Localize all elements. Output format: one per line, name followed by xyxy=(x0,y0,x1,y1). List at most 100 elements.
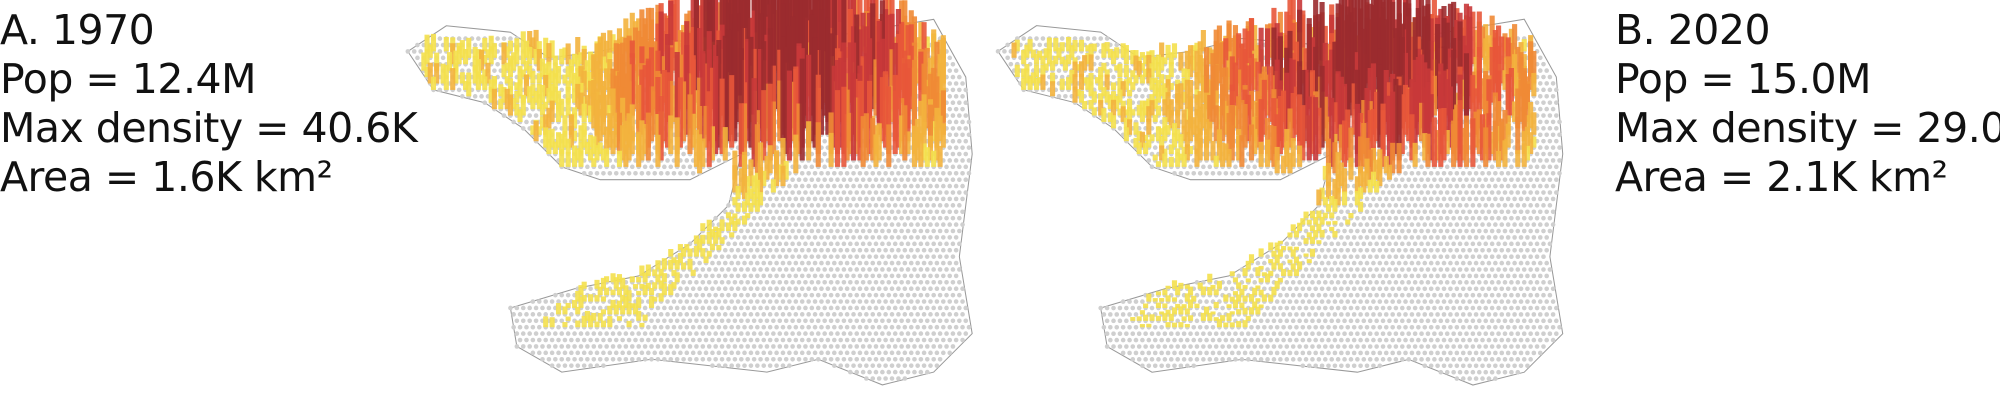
land-dot xyxy=(934,337,940,343)
land-dot xyxy=(694,356,699,362)
land-dot xyxy=(937,356,943,362)
land-dot xyxy=(806,209,811,215)
land-dot xyxy=(876,337,882,343)
land-dot xyxy=(726,344,731,349)
land-dot xyxy=(924,203,930,208)
land-dot xyxy=(854,228,860,234)
land-dot xyxy=(620,170,625,176)
land-dot xyxy=(745,292,751,298)
land-dot xyxy=(646,324,651,330)
land-dot xyxy=(716,158,722,163)
land-dot xyxy=(767,209,773,215)
land-dot xyxy=(732,331,738,336)
land-dot xyxy=(886,267,892,272)
land-dot xyxy=(1056,68,1062,73)
land-dot xyxy=(646,170,651,176)
land-dot xyxy=(787,286,792,292)
land-dot xyxy=(880,331,885,336)
land-dot xyxy=(908,286,914,292)
land-dot xyxy=(950,203,956,208)
land-dot xyxy=(912,292,917,298)
land-dot xyxy=(899,228,904,234)
land-dot xyxy=(947,337,953,343)
land-dot xyxy=(726,241,731,247)
land-dot xyxy=(690,337,696,343)
land-dot xyxy=(556,337,561,343)
land-dot xyxy=(745,254,751,259)
land-dot xyxy=(937,318,943,324)
land-dot xyxy=(681,344,686,349)
land-dot xyxy=(864,324,869,330)
land-dot xyxy=(944,292,949,298)
land-dot xyxy=(761,299,767,304)
land-dot xyxy=(912,228,917,234)
land-dot xyxy=(873,279,879,285)
land-dot xyxy=(947,94,953,99)
land-dot xyxy=(514,318,520,324)
land-dot xyxy=(883,363,888,368)
land-dot xyxy=(947,158,953,163)
land-dot xyxy=(553,356,558,362)
land-dot xyxy=(963,126,969,131)
land-dot xyxy=(796,177,802,183)
land-dot xyxy=(822,203,827,208)
land-dot xyxy=(774,337,779,343)
land-dot xyxy=(915,183,920,189)
land-dot xyxy=(876,312,882,317)
land-dot xyxy=(755,350,760,356)
land-dot xyxy=(793,183,799,189)
land-dot xyxy=(825,222,831,227)
land-dot xyxy=(937,254,943,259)
land-dot xyxy=(719,318,725,324)
land-dot xyxy=(896,247,901,253)
land-dot xyxy=(918,267,924,272)
land-dot xyxy=(629,164,635,170)
land-dot xyxy=(880,356,885,362)
land-dot xyxy=(790,292,795,298)
land-dot xyxy=(941,350,946,356)
land-dot xyxy=(793,235,799,240)
land-dot xyxy=(918,177,924,183)
land-dot xyxy=(771,241,776,247)
land-dot xyxy=(472,42,478,48)
land-dot xyxy=(953,68,959,73)
land-dot xyxy=(867,331,872,336)
land-dot xyxy=(581,350,587,356)
land-dot xyxy=(726,356,731,362)
land-dot xyxy=(953,158,959,163)
land-dot xyxy=(719,331,725,336)
land-dot xyxy=(867,203,872,208)
land-dot xyxy=(873,356,879,362)
land-dot xyxy=(944,318,949,324)
land-dot xyxy=(713,279,718,285)
land-dot xyxy=(854,369,860,375)
land-dot xyxy=(950,164,956,170)
land-dot xyxy=(678,299,683,304)
land-dot xyxy=(941,324,946,330)
land-dot xyxy=(822,254,827,259)
land-dot xyxy=(771,215,776,221)
land-dot xyxy=(886,279,892,285)
land-dot xyxy=(809,305,815,311)
land-dot xyxy=(533,305,539,311)
land-dot xyxy=(867,164,872,170)
land-dot xyxy=(719,279,725,285)
land-dot xyxy=(950,138,956,144)
land-dot xyxy=(953,299,959,304)
land-dot xyxy=(1143,87,1148,93)
land-dot xyxy=(864,312,869,317)
land-dot xyxy=(918,228,924,234)
land-dot xyxy=(629,331,635,336)
land-dot xyxy=(514,331,520,336)
land-dot xyxy=(700,344,706,349)
land-dot xyxy=(851,273,856,279)
land-dot xyxy=(572,356,577,362)
land-dot xyxy=(835,267,840,272)
land-dot xyxy=(556,299,561,304)
land-dot xyxy=(822,215,827,221)
land-dot xyxy=(873,215,879,221)
land-dot xyxy=(678,324,683,330)
land-dot xyxy=(597,356,603,362)
land-dot xyxy=(617,331,622,336)
land-dot xyxy=(857,286,863,292)
